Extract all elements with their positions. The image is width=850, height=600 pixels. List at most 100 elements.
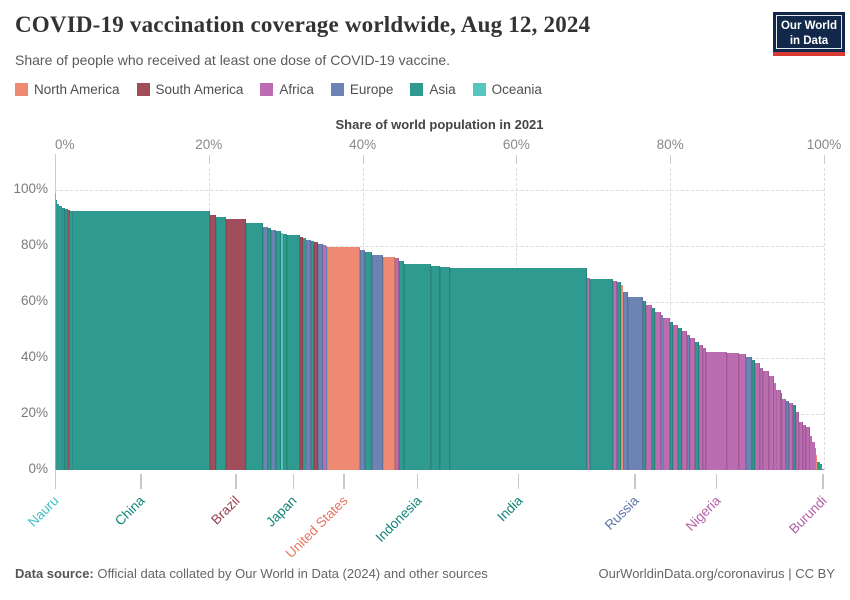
bar-segment[interactable] [318, 243, 324, 470]
bar-segment[interactable] [698, 345, 704, 470]
bar-segment[interactable] [814, 447, 817, 470]
bar-segment[interactable] [745, 357, 752, 470]
bar-segment[interactable] [751, 359, 755, 470]
bar-segment[interactable] [271, 229, 276, 470]
bar-segment[interactable] [623, 292, 628, 470]
bar-segment[interactable] [620, 284, 624, 470]
legend-item-europe[interactable]: Europe [330, 82, 393, 97]
bar-segment[interactable] [754, 363, 761, 470]
bar-segment[interactable] [654, 311, 661, 470]
bar-segment[interactable] [65, 209, 69, 470]
bar-segment[interactable] [663, 318, 671, 470]
bar-segment[interactable] [311, 240, 315, 470]
legend-item-oceania[interactable]: Oceania [472, 82, 542, 97]
bar-segment[interactable] [660, 314, 664, 470]
bar-segment[interactable] [727, 352, 739, 470]
legend-item-south_america[interactable]: South America [136, 82, 243, 97]
x-tick-label-0%: 0% [55, 137, 75, 152]
bar-segment[interactable] [56, 204, 60, 470]
bar-segment[interactable] [646, 304, 652, 470]
bar-segment[interactable] [360, 250, 365, 470]
bar-china[interactable] [71, 211, 211, 470]
bar-segment[interactable] [817, 461, 820, 470]
bar-segment[interactable] [760, 367, 764, 470]
bar-segment[interactable] [371, 254, 383, 470]
bar-segment[interactable] [590, 278, 613, 470]
x-tick-label-100%: 100% [806, 137, 842, 152]
bar-nauru[interactable] [55, 192, 56, 470]
bar-segment[interactable] [768, 375, 774, 470]
bar-india[interactable] [450, 267, 588, 470]
bar-segment[interactable] [799, 421, 804, 470]
page-title: COVID-19 vaccination coverage worldwide,… [15, 12, 591, 37]
bar-segment[interactable] [681, 331, 688, 470]
bar-nigeria[interactable] [706, 351, 728, 470]
bar-segment[interactable] [283, 234, 288, 470]
bar-segment[interactable] [793, 405, 797, 470]
bar-segment[interactable] [210, 215, 216, 470]
country-tick-india [517, 474, 520, 489]
bar-segment[interactable] [314, 242, 318, 470]
bar-segment[interactable] [263, 226, 268, 470]
bar-segment[interactable] [303, 238, 307, 470]
bar-segment[interactable] [61, 207, 65, 470]
bar-segment[interactable] [670, 321, 674, 470]
bar-segment[interactable] [651, 308, 655, 470]
legend-item-north_america[interactable]: North America [15, 82, 120, 97]
bar-segment[interactable] [812, 441, 815, 470]
bar-segment[interactable] [215, 216, 226, 470]
bar-segment[interactable] [299, 236, 304, 470]
bar-segment[interactable] [738, 353, 746, 470]
bar-segment[interactable] [786, 401, 790, 470]
bar-united-states[interactable] [327, 247, 361, 470]
bar-segment[interactable] [806, 426, 811, 470]
bar-segment[interactable] [780, 393, 783, 470]
bar-segment[interactable] [819, 464, 822, 470]
bar-segment[interactable] [690, 338, 695, 470]
bar-segment[interactable] [70, 210, 72, 470]
bar-indonesia[interactable] [404, 264, 432, 470]
bar-segment[interactable] [673, 324, 678, 470]
bar-segment[interactable] [59, 206, 62, 470]
bar-segment[interactable] [677, 328, 682, 470]
bar-segment[interactable] [612, 280, 618, 470]
bar-segment[interactable] [703, 348, 707, 470]
bar-segment[interactable] [796, 411, 800, 470]
bar-segment[interactable] [617, 282, 621, 470]
bar-russia[interactable] [627, 297, 643, 470]
bar-burundi[interactable] [821, 468, 824, 470]
bar-segment[interactable] [782, 399, 787, 470]
bar-segment[interactable] [398, 260, 405, 470]
bar-segment[interactable] [68, 209, 70, 470]
bar-segment[interactable] [587, 277, 591, 470]
bar-segment[interactable] [431, 265, 441, 470]
bar-segment[interactable] [382, 256, 395, 470]
bar-segment[interactable] [306, 239, 312, 470]
bar-segment[interactable] [268, 228, 272, 470]
bar-segment[interactable] [642, 301, 647, 470]
bar-segment[interactable] [275, 231, 282, 470]
bar-japan[interactable] [287, 235, 300, 470]
bar-segment[interactable] [687, 334, 691, 470]
bar-segment[interactable] [364, 251, 372, 470]
bar-segment[interactable] [323, 245, 326, 470]
bar-segment[interactable] [789, 403, 794, 470]
bar-segment[interactable] [763, 371, 769, 470]
bar-segment[interactable] [394, 258, 399, 470]
bar-segment[interactable] [325, 246, 328, 470]
bar-brazil[interactable] [225, 218, 247, 470]
owid-logo[interactable]: Our World in Data [773, 12, 845, 56]
bar-segment[interactable] [281, 232, 284, 470]
bar-segment[interactable] [803, 424, 807, 470]
bar-segment[interactable] [776, 390, 781, 470]
bar-segment[interactable] [774, 383, 777, 470]
bar-segment[interactable] [55, 199, 57, 470]
bar-segment[interactable] [810, 436, 813, 470]
bar-segment[interactable] [440, 266, 451, 470]
legend-item-asia[interactable]: Asia [410, 82, 456, 97]
bar-segment[interactable] [816, 455, 818, 470]
legend-item-africa[interactable]: Africa [260, 82, 314, 97]
bar-segment[interactable] [694, 341, 699, 470]
bar-segment[interactable] [246, 223, 264, 470]
